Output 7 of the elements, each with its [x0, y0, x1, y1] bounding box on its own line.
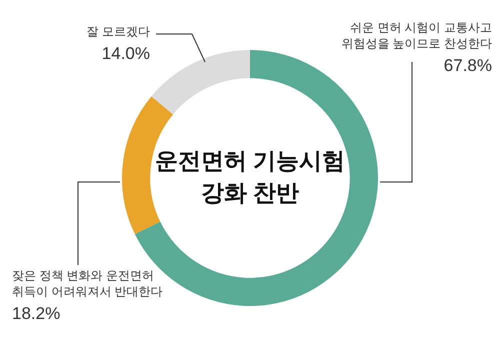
data-label: 67.8% — [444, 56, 492, 76]
data-label: 18.2% — [12, 304, 60, 324]
data-label: 14.0% — [102, 44, 150, 64]
slice-label: 잘 모르겠다 — [86, 24, 150, 38]
text: 운전면허 기능시험 강화 찬반 — [154, 147, 346, 206]
slice-label: 잦은 정책 변화와 운전면허 취득이 어려워져서 반대한다 — [12, 268, 163, 298]
slice-label: 쉬운 면허 시험이 교통사고 위험성을 높이므로 찬성한다 — [341, 20, 492, 50]
